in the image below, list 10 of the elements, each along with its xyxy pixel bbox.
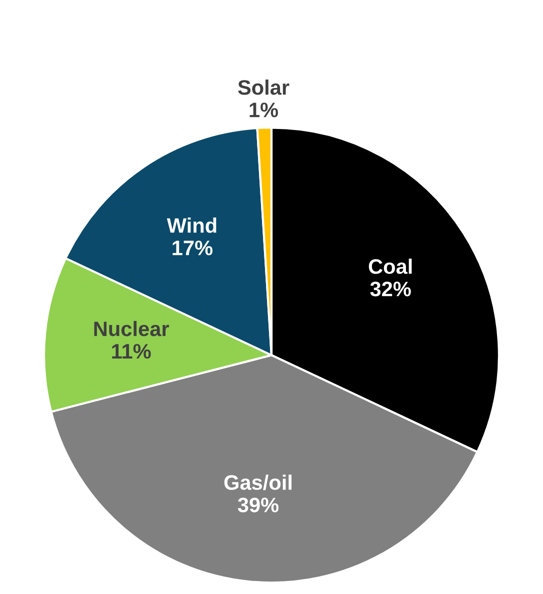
slice-label: Nuclear xyxy=(94,320,169,336)
data-label: 11% xyxy=(112,344,151,359)
data-label: 17% xyxy=(172,240,213,256)
data-label: 32% xyxy=(370,282,411,296)
slice-label: Coal xyxy=(368,258,412,274)
data-label: 39% xyxy=(238,498,279,512)
slice-label: Gas/oil xyxy=(224,474,292,490)
slice-label: Solar xyxy=(238,80,290,95)
slice-label: Wind xyxy=(166,218,216,233)
data-label: 1% xyxy=(250,102,278,118)
